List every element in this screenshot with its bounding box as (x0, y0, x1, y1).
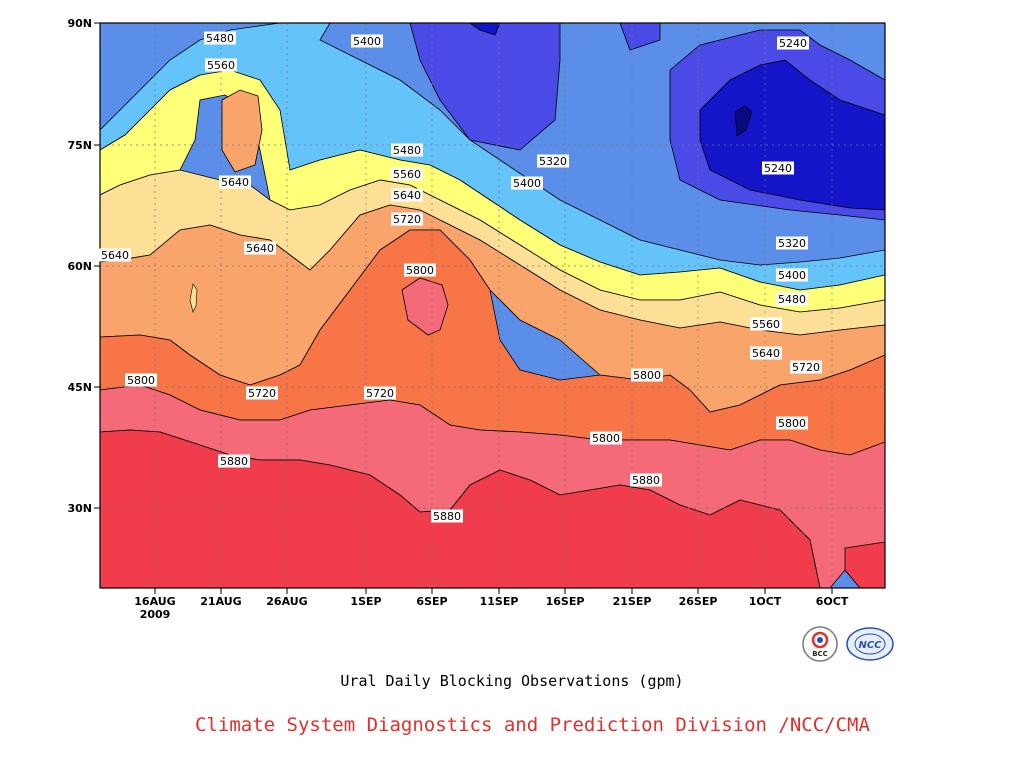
island-5640-21aug (221, 89, 263, 173)
logos: BCC NCC (802, 626, 894, 662)
contour-label-bg (776, 268, 808, 282)
contour-label: 5640 (752, 347, 780, 360)
contour-label: 5400 (778, 269, 806, 282)
contour-label-bg (777, 36, 809, 50)
contour-label: 5240 (764, 162, 792, 175)
x-tick-label: 1OCT (749, 595, 782, 608)
x-tick-label: 26AUG (266, 595, 307, 608)
contour-label: 5240 (779, 37, 807, 50)
contour-label-bg (762, 161, 794, 175)
contour-label-bg (590, 431, 622, 445)
x-axis: 16AUG 2009 21AUG 26AUG 1SEP 6SEP 11SEP 1… (134, 588, 849, 621)
grid (100, 23, 885, 588)
contour-label: 5880 (220, 455, 248, 468)
contour-label-bg (246, 386, 278, 400)
y-tick-label: 75N (67, 139, 92, 152)
x-tick-label: 26SEP (679, 595, 718, 608)
y-tick-label: 45N (67, 381, 92, 394)
contour-label: 5800 (633, 369, 661, 382)
contour-label-bg (244, 241, 276, 255)
contour-label: 5720 (393, 213, 421, 226)
contour-label-bg (750, 346, 782, 360)
band-core (734, 105, 753, 137)
x-tick-label: 16AUG (134, 595, 175, 608)
contour-label: 5560 (207, 59, 235, 72)
contour-label-bg (630, 473, 662, 487)
contour-label: 5400 (513, 177, 541, 190)
credit-line: Climate System Diagnostics and Predictio… (195, 714, 870, 736)
contour-label-bg (351, 34, 383, 48)
contour-label: 5320 (539, 155, 567, 168)
x-tick-label: 6SEP (416, 595, 447, 608)
contour-label-bg (776, 292, 808, 306)
contour-label-bg (391, 143, 423, 157)
contour-label: 5560 (752, 318, 780, 331)
contour-label-bg (750, 317, 782, 331)
contour-label: 5720 (248, 387, 276, 400)
x-tick-label: 11SEP (480, 595, 519, 608)
contour-label-bg (391, 212, 423, 226)
island-5800-6sep (401, 277, 449, 336)
contour-label: 5880 (632, 474, 660, 487)
plot-frame (99, 22, 886, 589)
ncc-logo: NCC (846, 627, 894, 661)
contour-label-bg (391, 167, 423, 181)
contour-label-bg (790, 360, 822, 374)
contour-label: 5640 (101, 249, 129, 262)
contour-label-bg (404, 263, 436, 277)
island-5640-sliver (189, 283, 198, 313)
y-tick-label: 60N (67, 260, 92, 273)
contour-label-bg (391, 188, 423, 202)
y-axis: 90N 75N 60N 45N 30N (67, 17, 100, 515)
contour-label-bg (776, 416, 808, 430)
contour-label-bg (205, 58, 237, 72)
contour-label: 5480 (778, 293, 806, 306)
contour-labels: 5480 5400 5240 5560 5640 5480 5560 5640 5320 5400… (99, 31, 822, 523)
contour-label-bg (511, 176, 543, 190)
contour-label-bg (218, 454, 250, 468)
contour-label-bg (776, 236, 808, 250)
contour-label-bg (631, 368, 663, 382)
contour-label-bg (99, 248, 131, 262)
contour-label: 5800 (592, 432, 620, 445)
contour-label-bg (364, 386, 396, 400)
bcc-logo-text: BCC (812, 650, 828, 658)
contour-label: 5640 (393, 189, 421, 202)
x-tick-label: 21AUG (200, 595, 241, 608)
contour-label-bg (219, 175, 251, 189)
contour-label: 5880 (433, 510, 461, 523)
chart-caption: Ural Daily Blocking Observations (gpm) (340, 672, 684, 690)
contour-label: 5640 (221, 176, 249, 189)
ncc-logo-text: NCC (858, 640, 882, 651)
contour-label: 5480 (393, 144, 421, 157)
blocking-chart: 90N 75N 60N 45N 30N 16AUG 2009 21AUG 26A… (67, 17, 886, 621)
contour-label: 5400 (353, 35, 381, 48)
x-tick-label: 16SEP (546, 595, 585, 608)
x-tick-label: 1SEP (350, 595, 381, 608)
x-tick-sublabel: 2009 (140, 608, 171, 621)
contour-label: 5640 (246, 242, 274, 255)
contour-label: 5720 (366, 387, 394, 400)
bcc-logo: BCC (802, 626, 838, 662)
contour-label-bg (204, 31, 236, 45)
contour-label: 5320 (778, 237, 806, 250)
y-tick-label: 90N (67, 17, 92, 30)
y-tick-label: 30N (67, 502, 92, 515)
contour-label-bg (125, 373, 157, 387)
x-tick-label: 21SEP (613, 595, 652, 608)
x-tick-label: 6OCT (816, 595, 849, 608)
contour-label-bg (537, 154, 569, 168)
contour-fill-layer (100, 23, 885, 588)
contour-label: 5480 (206, 32, 234, 45)
contour-label: 5720 (792, 361, 820, 374)
contour-label: 5560 (393, 168, 421, 181)
contour-label: 5800 (406, 264, 434, 277)
contour-label: 5800 (127, 374, 155, 387)
contour-label-bg (431, 509, 463, 523)
contour-label: 5800 (778, 417, 806, 430)
